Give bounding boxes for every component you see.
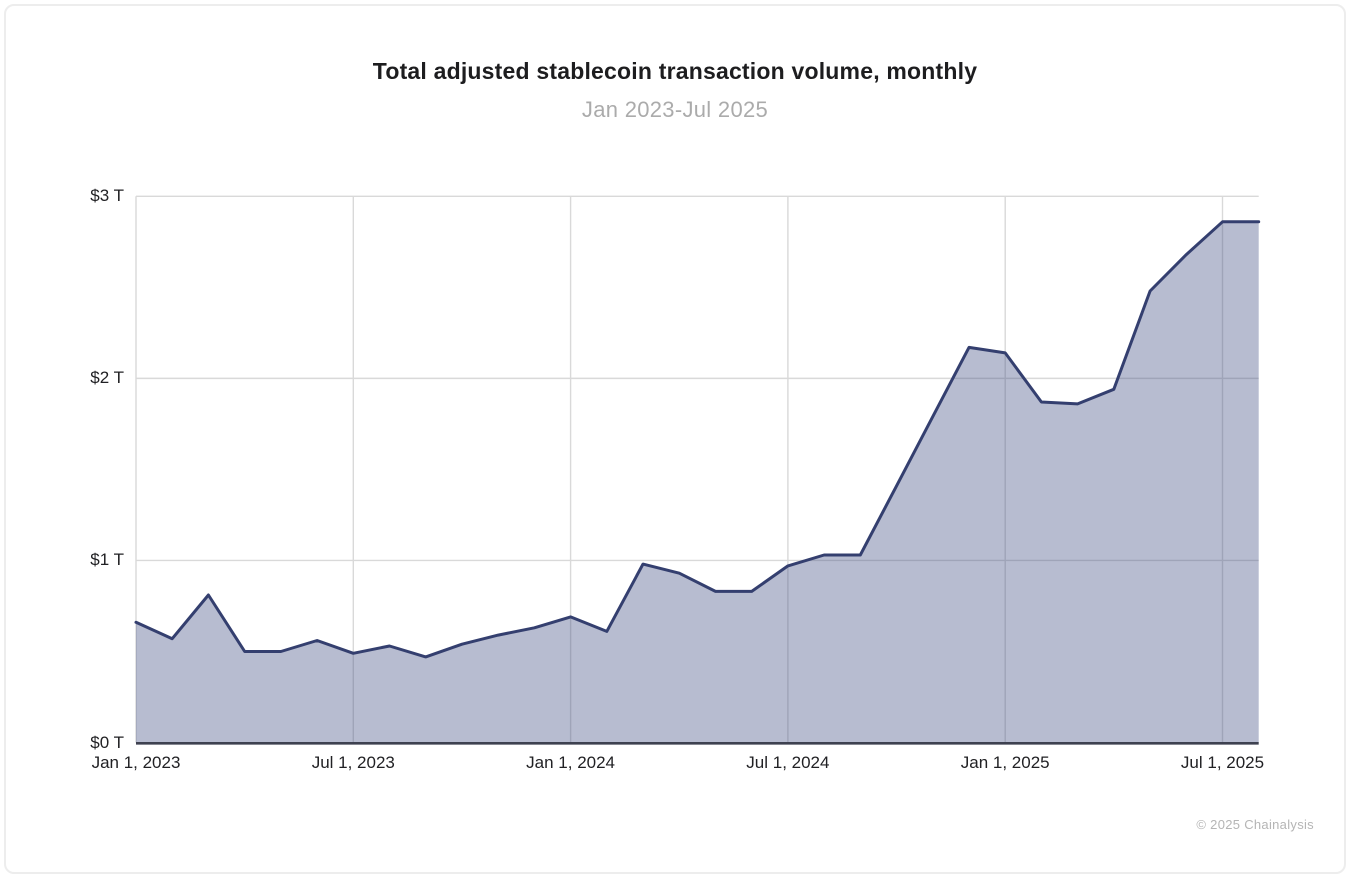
x-tick-label: Jan 1, 2024 <box>526 753 616 772</box>
x-tick-label: Jan 1, 2023 <box>91 753 181 772</box>
area-fill <box>136 221 1259 743</box>
x-tick-label: Jan 1, 2025 <box>960 753 1050 772</box>
x-tick-label: Jul 1, 2024 <box>746 753 830 772</box>
chart-title: Total adjusted stablecoin transaction vo… <box>372 58 978 84</box>
copyright-note: © 2025 Chainalysis <box>1196 817 1314 832</box>
card-border <box>4 4 1346 874</box>
x-tick-label: Jul 1, 2025 <box>1180 753 1265 772</box>
x-tick-label: Jul 1, 2023 <box>311 753 395 772</box>
y-tick-label: $0 T <box>90 732 124 752</box>
y-tick-label: $3 T <box>90 186 124 206</box>
series-line <box>134 220 1261 659</box>
y-tick-label: $1 T <box>90 550 124 570</box>
chart-subtitle: Jan 2023-Jul 2025 <box>581 97 769 122</box>
y-tick-label: $2 T <box>90 368 124 388</box>
